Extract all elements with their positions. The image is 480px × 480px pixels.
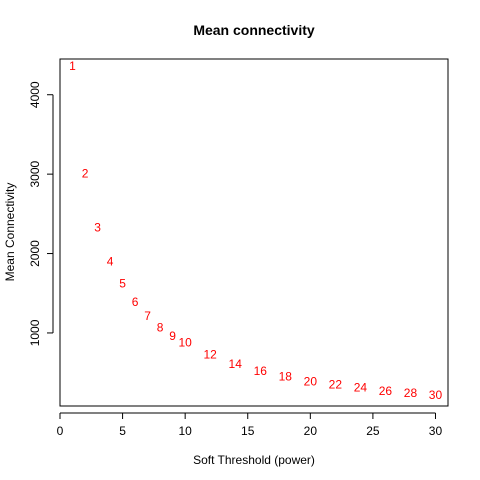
x-tick-label: 15 xyxy=(241,424,255,438)
y-axis-label: Mean Connectivity xyxy=(3,183,17,282)
data-point-label: 28 xyxy=(404,386,418,400)
y-tick-label: 1000 xyxy=(28,319,42,346)
data-point-label: 26 xyxy=(379,384,393,398)
data-point-label: 12 xyxy=(204,347,218,361)
data-point-label: 14 xyxy=(229,357,243,371)
data-point-label: 1 xyxy=(69,59,76,73)
chart-title: Mean connectivity xyxy=(193,22,315,38)
x-tick-label: 5 xyxy=(119,424,126,438)
data-point-label: 9 xyxy=(169,329,176,343)
data-point-label: 30 xyxy=(429,388,443,402)
x-tick-label: 0 xyxy=(57,424,64,438)
x-axis: 0 5 10 15 20 25 30 xyxy=(57,412,443,438)
data-point-label: 18 xyxy=(279,370,293,384)
x-tick-label: 20 xyxy=(304,424,318,438)
data-point-label: 2 xyxy=(82,166,89,180)
y-tick-label: 4000 xyxy=(28,81,42,108)
data-point-label: 3 xyxy=(94,220,101,234)
data-point-label: 22 xyxy=(329,378,343,392)
data-point-label: 16 xyxy=(254,364,268,378)
x-axis-label: Soft Threshold (power) xyxy=(193,453,315,467)
data-point-label: 5 xyxy=(119,277,126,291)
x-tick-label: 30 xyxy=(429,424,443,438)
y-tick-label: 3000 xyxy=(28,160,42,187)
data-point-label: 24 xyxy=(354,381,368,395)
data-point-label: 6 xyxy=(132,295,139,309)
y-axis: 1000 2000 3000 4000 xyxy=(28,81,54,346)
data-point-label: 10 xyxy=(178,335,192,349)
x-tick-label: 10 xyxy=(178,424,192,438)
data-point-label: 8 xyxy=(157,320,164,334)
y-tick-label: 2000 xyxy=(28,240,42,267)
data-point-label: 20 xyxy=(304,374,318,388)
data-point-label: 4 xyxy=(107,254,114,268)
x-tick-label: 25 xyxy=(366,424,380,438)
data-point-label: 7 xyxy=(144,309,151,323)
plot-area-frame xyxy=(59,58,449,407)
